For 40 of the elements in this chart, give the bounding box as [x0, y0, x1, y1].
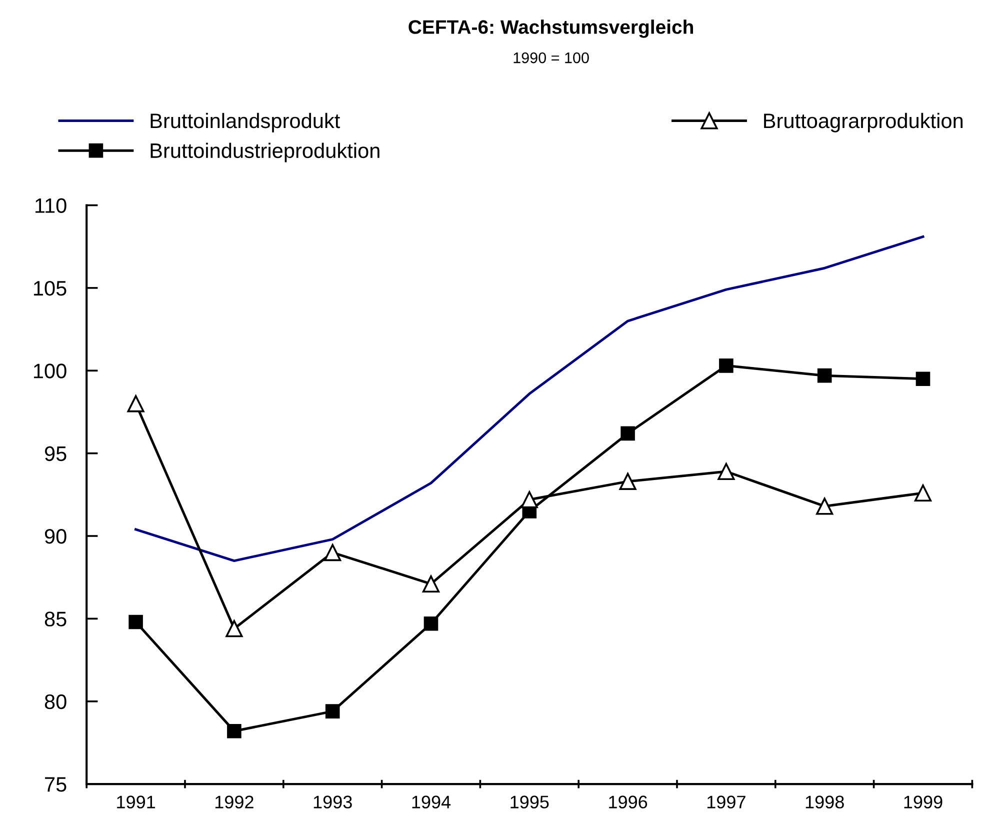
y-tick-label: 95: [44, 446, 66, 462]
y-tick-label: 110: [36, 198, 66, 214]
point: [816, 498, 834, 515]
x-tick-label: 1997: [707, 796, 746, 808]
chart-title: CEFTA-6: Wachstumsvergleich: [408, 20, 694, 38]
x-tick-label: 1995: [510, 796, 549, 808]
y-tick-label: 90: [44, 528, 66, 544]
legend-label: Bruttoinlandsprodukt: [150, 112, 340, 132]
point: [719, 358, 734, 373]
x-tick-label: 1993: [314, 796, 352, 808]
point: [424, 616, 438, 631]
chart-subtitle: 1990 = 100: [514, 52, 589, 64]
legend-label: Bruttoindustrieproduktion: [150, 142, 380, 162]
point: [619, 472, 636, 490]
point: [422, 575, 440, 592]
x-tick-label: 1991: [117, 796, 155, 808]
point: [325, 704, 340, 718]
y-tick-label: 100: [34, 364, 66, 378]
point: [914, 484, 932, 502]
x-tick-label: 1999: [904, 796, 942, 808]
point: [227, 724, 242, 738]
point: [324, 544, 342, 562]
x-tick-label: 1996: [609, 796, 648, 808]
y-tick-label: 75: [45, 777, 66, 792]
y-tick-label: 105: [34, 280, 66, 296]
point: [520, 491, 538, 508]
point: [226, 620, 243, 638]
x-tick-label: 1992: [215, 796, 254, 808]
line-series: [134, 235, 924, 562]
legend-label: Bruttoagrarproduktion: [764, 112, 963, 132]
point: [718, 462, 735, 480]
x-tick-label: 1994: [412, 796, 451, 808]
point: [817, 368, 832, 383]
x-tick-label: 1998: [806, 796, 844, 808]
y-tick-label: 85: [44, 612, 66, 626]
point: [620, 426, 635, 441]
point: [128, 614, 143, 630]
y-tick-label: 80: [44, 694, 66, 710]
point: [127, 395, 144, 412]
point: [916, 372, 930, 386]
